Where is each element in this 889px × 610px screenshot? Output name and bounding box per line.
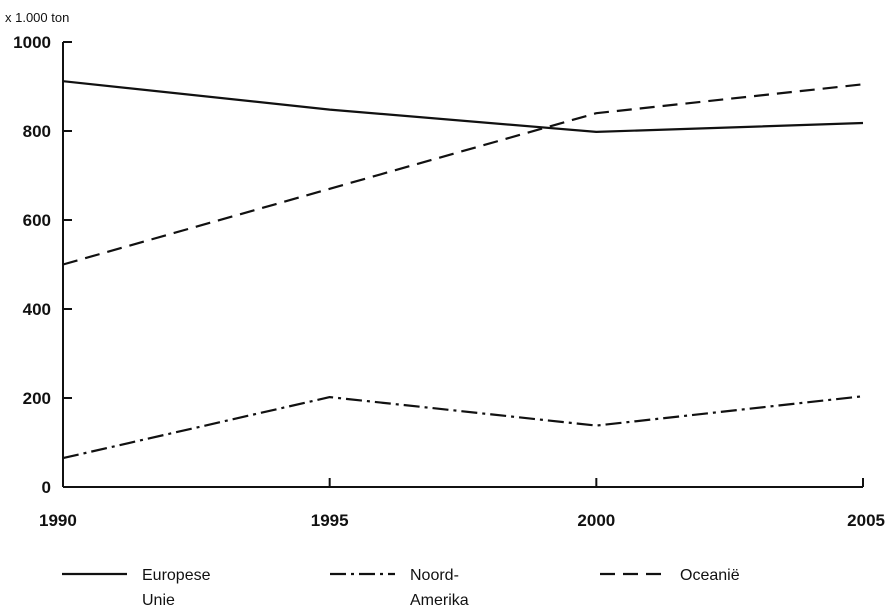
y-tick-label: 200 [23, 389, 51, 408]
y-unit-label: x 1.000 ton [5, 10, 69, 25]
y-tick-label: 800 [23, 122, 51, 141]
legend-label-3: Oceanië [680, 567, 740, 584]
legend-label-2: Noord- [410, 567, 459, 584]
y-tick-label: 600 [23, 211, 51, 230]
y-tick-label: 400 [23, 300, 51, 319]
series-line-3 [62, 83, 864, 266]
series-line-2 [62, 395, 864, 460]
series-line-1 [62, 80, 864, 133]
x-tick-label: 2005 [847, 511, 885, 530]
legend-label-1: Unie [142, 592, 175, 609]
series-layer [62, 80, 864, 460]
x-tick-label: 1990 [39, 511, 77, 530]
x-tick-label: 2000 [577, 511, 615, 530]
legend-label-2: Amerika [410, 592, 469, 609]
legend-label-1: Europese [142, 567, 211, 584]
axes: 0 200 400 600 800 1000 1990 1995 2000 2005 [13, 33, 885, 530]
legend: Europese Unie Noord- Amerika Oceanië [62, 567, 740, 609]
y-tick-label: 0 [42, 478, 51, 497]
x-tick-label: 1995 [311, 511, 349, 530]
y-tick-label: 1000 [13, 33, 51, 52]
